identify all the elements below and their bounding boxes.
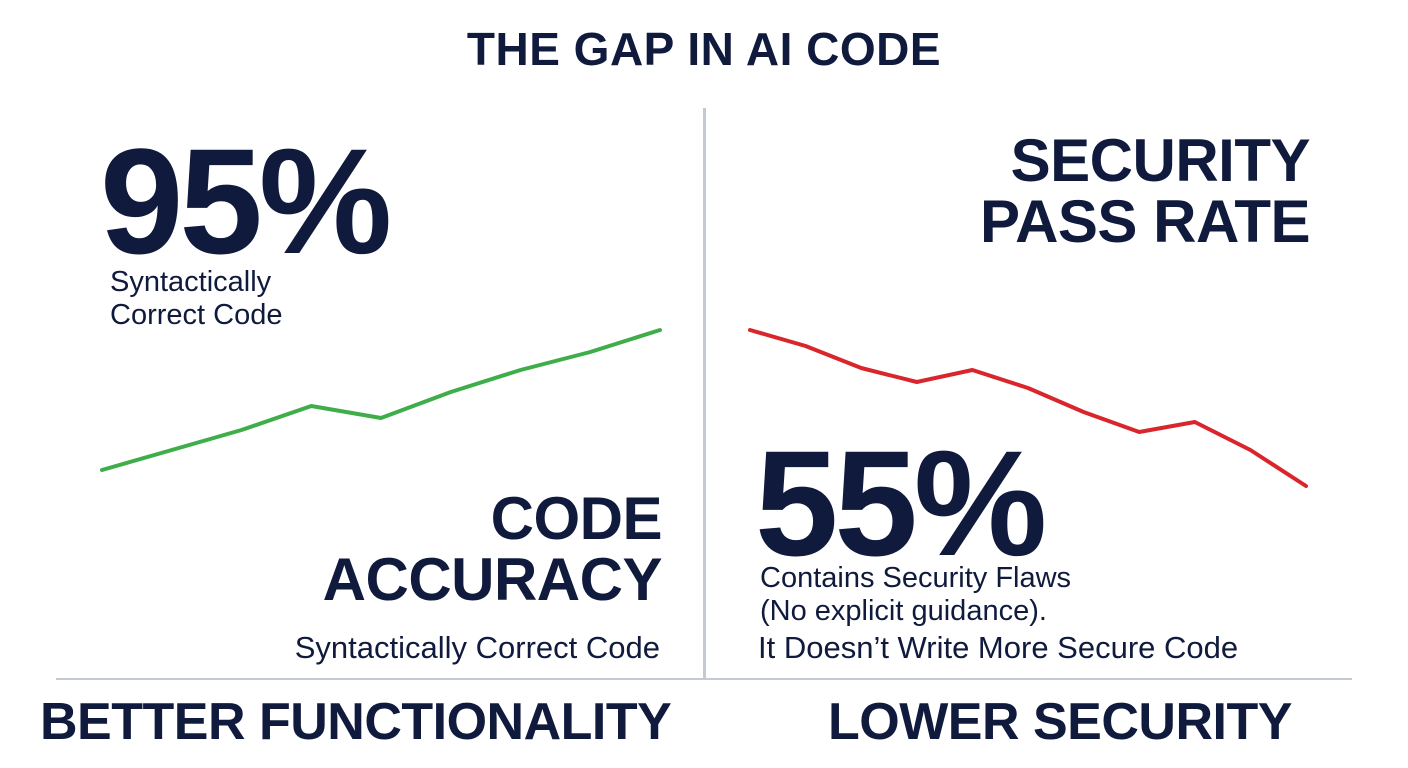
security-percent: 55% (755, 419, 1047, 587)
accuracy-subtitle-line2: Correct Code (110, 298, 283, 331)
accuracy-subtitle: Syntactically Correct Code (110, 266, 430, 332)
footer-functionality: BETTER FUNCTIONALITY (40, 693, 672, 751)
accuracy-heading-line2: ACCURACY (322, 546, 663, 614)
accuracy-tagline: Syntactically Correct Code (294, 630, 660, 665)
accuracy-subtitle-line1: Syntactically (110, 266, 272, 298)
footer-security: LOWER SECURITY (828, 693, 1292, 751)
security-trend-line (748, 328, 1308, 488)
security-heading: SECURITY PASS RATE (810, 127, 1311, 256)
accuracy-percent: 95% (100, 117, 392, 285)
security-tagline: It Doesn’t Write More Secure Code (758, 630, 1239, 665)
accuracy-heading-line1: CODE (490, 485, 663, 552)
security-subtitle: Contains Security Flaws (No explicit gui… (760, 562, 1180, 628)
security-subtitle-line1: Contains Security Flaws (760, 562, 1072, 594)
security-subtitle-line2: (No explicit guidance). (760, 594, 1047, 627)
horizontal-divider (56, 678, 1352, 680)
accuracy-trend-line (100, 328, 662, 472)
page-title: THE GAP IN AI CODE (466, 23, 942, 75)
security-heading-line1: SECURITY (1010, 127, 1311, 194)
accuracy-heading: CODE ACCURACY (162, 485, 663, 614)
vertical-divider (703, 108, 706, 678)
security-heading-line2: PASS RATE (980, 188, 1310, 256)
